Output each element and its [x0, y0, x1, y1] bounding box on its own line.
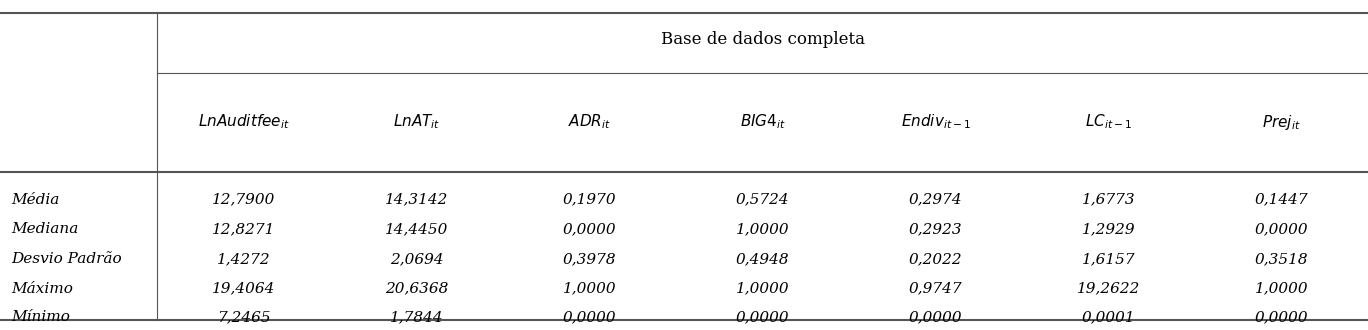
Text: 0,1447: 0,1447: [1254, 193, 1308, 207]
Text: 1,2929: 1,2929: [1082, 222, 1135, 236]
Text: Máximo: Máximo: [11, 282, 73, 296]
Text: 0,0000: 0,0000: [736, 311, 789, 324]
Text: $LC_{it-1}$: $LC_{it-1}$: [1085, 113, 1133, 131]
Text: 0,0000: 0,0000: [562, 311, 617, 324]
Text: 2,0694: 2,0694: [390, 252, 443, 266]
Text: 19,2622: 19,2622: [1077, 282, 1141, 296]
Text: 0,0000: 0,0000: [1254, 311, 1308, 324]
Text: 1,6157: 1,6157: [1082, 252, 1135, 266]
Text: $Prej_{it}$: $Prej_{it}$: [1263, 113, 1301, 132]
Text: 1,0000: 1,0000: [736, 222, 789, 236]
Text: 0,2923: 0,2923: [908, 222, 963, 236]
Text: 1,0000: 1,0000: [1254, 282, 1308, 296]
Text: $BIG4_{it}$: $BIG4_{it}$: [740, 113, 785, 131]
Text: $ADR_{it}$: $ADR_{it}$: [568, 113, 611, 131]
Text: 0,9747: 0,9747: [908, 282, 963, 296]
Text: 19,4064: 19,4064: [212, 282, 275, 296]
Text: 1,0000: 1,0000: [736, 282, 789, 296]
Text: 0,0000: 0,0000: [1254, 222, 1308, 236]
Text: 1,6773: 1,6773: [1082, 193, 1135, 207]
Text: Base de dados completa: Base de dados completa: [661, 31, 865, 48]
Text: 0,1970: 0,1970: [562, 193, 617, 207]
Text: 1,7844: 1,7844: [390, 311, 443, 324]
Text: 0,2022: 0,2022: [908, 252, 963, 266]
Text: 12,7900: 12,7900: [212, 193, 275, 207]
Text: $LnAuditfee_{it}$: $LnAuditfee_{it}$: [198, 113, 290, 131]
Text: 20,6368: 20,6368: [384, 282, 449, 296]
Text: 1,0000: 1,0000: [562, 282, 617, 296]
Text: $Endiv_{it-1}$: $Endiv_{it-1}$: [900, 113, 971, 131]
Text: 0,3518: 0,3518: [1254, 252, 1308, 266]
Text: 0,0000: 0,0000: [908, 311, 963, 324]
Text: 0,5724: 0,5724: [736, 193, 789, 207]
Text: 14,3142: 14,3142: [384, 193, 449, 207]
Text: Média: Média: [11, 193, 59, 207]
Text: 1,4272: 1,4272: [218, 252, 271, 266]
Text: 12,8271: 12,8271: [212, 222, 275, 236]
Text: $LnAT_{it}$: $LnAT_{it}$: [393, 113, 440, 131]
Text: 7,2465: 7,2465: [218, 311, 271, 324]
Text: 0,3978: 0,3978: [562, 252, 617, 266]
Text: 0,0001: 0,0001: [1082, 311, 1135, 324]
Text: Mediana: Mediana: [11, 222, 78, 236]
Text: 0,4948: 0,4948: [736, 252, 789, 266]
Text: 14,4450: 14,4450: [384, 222, 449, 236]
Text: Mínimo: Mínimo: [11, 311, 70, 324]
Text: Desvio Padrão: Desvio Padrão: [11, 252, 122, 266]
Text: 0,0000: 0,0000: [562, 222, 617, 236]
Text: 0,2974: 0,2974: [908, 193, 963, 207]
